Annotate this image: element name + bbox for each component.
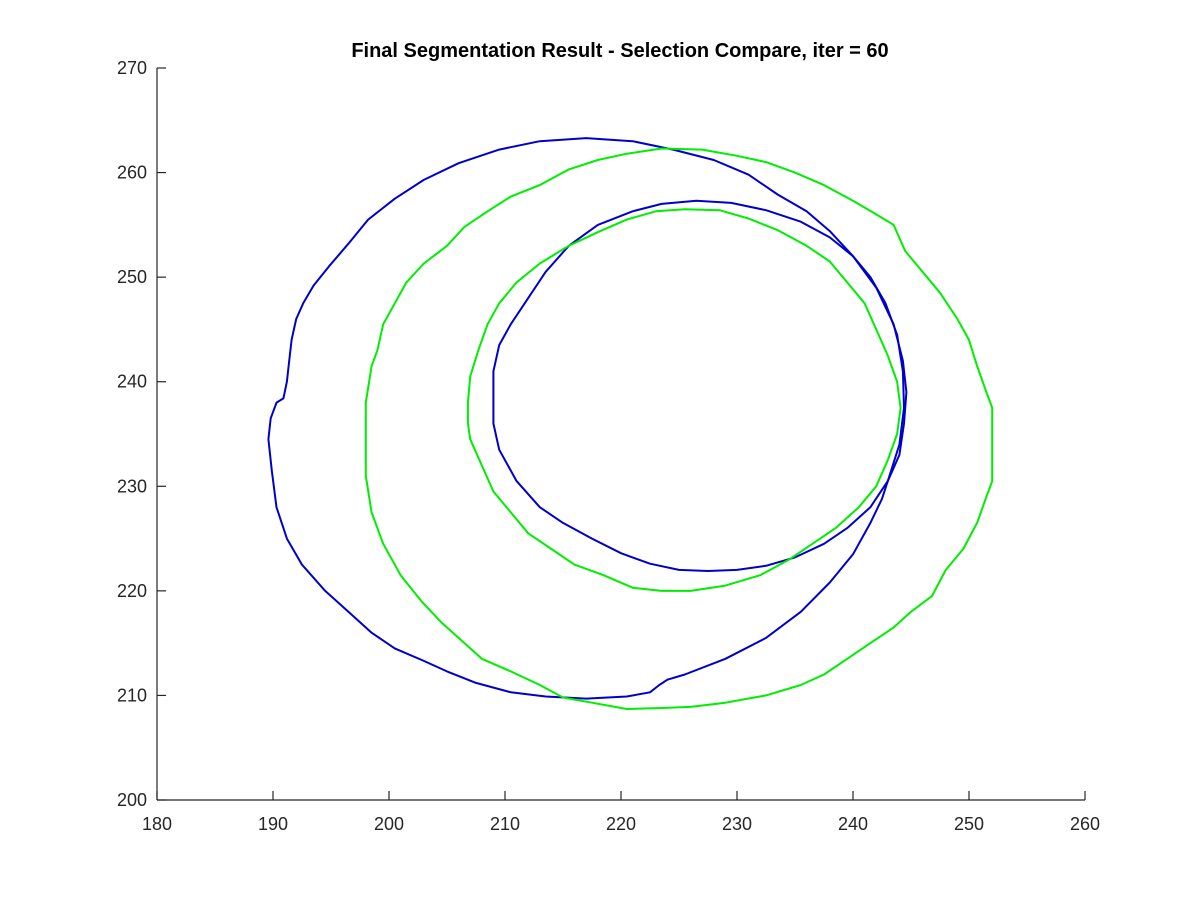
y-ticks: 200 210 220 230 240 250 260 270 <box>117 58 166 810</box>
y-tick-label: 220 <box>117 581 147 601</box>
inner-contour-green <box>466 208 902 592</box>
y-tick-label: 230 <box>117 476 147 496</box>
outer-contour-green <box>364 147 994 710</box>
y-tick-label: 210 <box>117 685 147 705</box>
series-layer <box>267 137 994 710</box>
chart-title: Final Segmentation Result - Selection Co… <box>351 40 888 62</box>
x-tick-label: 210 <box>490 814 520 834</box>
x-tick-label: 230 <box>722 814 752 834</box>
x-tick-label: 240 <box>838 814 868 834</box>
inner-contour-blue <box>492 199 905 572</box>
x-tick-label: 200 <box>374 814 404 834</box>
y-tick-label: 200 <box>117 790 147 810</box>
y-tick-label: 270 <box>117 58 147 78</box>
x-tick-label: 180 <box>142 814 172 834</box>
y-tick-label: 240 <box>117 372 147 392</box>
x-ticks: 180 190 200 210 220 230 240 250 260 <box>142 791 1100 834</box>
y-tick-label: 260 <box>117 163 147 183</box>
x-tick-label: 220 <box>606 814 636 834</box>
x-tick-label: 250 <box>954 814 984 834</box>
x-tick-label: 190 <box>258 814 288 834</box>
outer-contour-blue <box>267 137 908 700</box>
y-tick-label: 250 <box>117 267 147 287</box>
axes <box>156 68 1085 801</box>
x-tick-label: 260 <box>1070 814 1100 834</box>
